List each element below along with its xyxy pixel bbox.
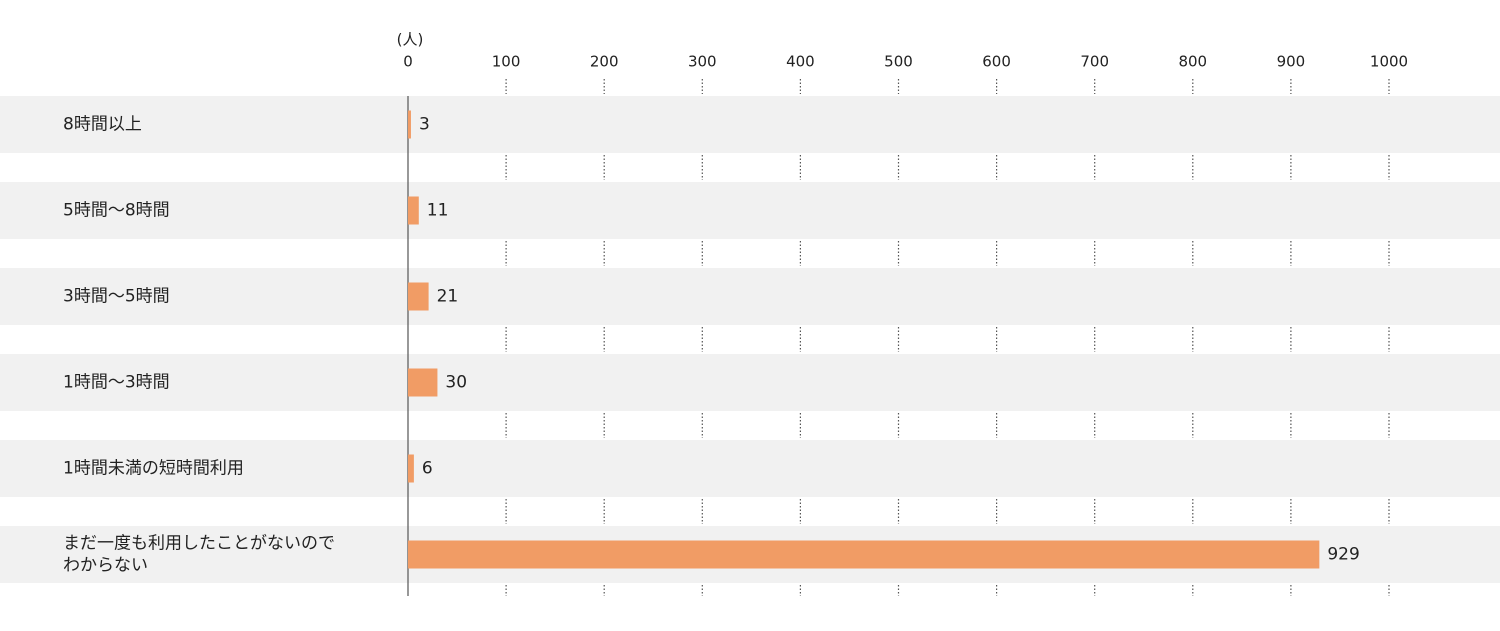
x-tick-label: 500 <box>884 53 913 71</box>
value-label: 21 <box>437 287 459 307</box>
value-label: 30 <box>445 373 467 393</box>
value-label: 3 <box>419 115 430 135</box>
bar <box>408 454 414 483</box>
category-label: 5時間〜8時間 <box>63 201 170 221</box>
bar <box>408 540 1320 569</box>
row-band <box>0 440 1500 497</box>
x-tick-label: 0 <box>403 53 413 71</box>
x-tick-label: 1000 <box>1370 53 1408 71</box>
value-label: 11 <box>427 201 449 221</box>
category-label: 3時間〜5時間 <box>63 287 170 307</box>
bar <box>408 282 429 311</box>
x-tick-label: 300 <box>688 53 717 71</box>
category-label: 1時間〜3時間 <box>63 373 170 393</box>
x-tick-label: 400 <box>786 53 815 71</box>
bar <box>408 196 419 225</box>
row-band <box>0 182 1500 239</box>
bar <box>408 368 438 397</box>
unit-label: (人) <box>397 31 424 49</box>
x-tick-label: 200 <box>590 53 619 71</box>
row-band <box>0 96 1500 153</box>
category-label: 1時間未満の短時間利用 <box>63 459 244 479</box>
value-label: 6 <box>422 459 433 479</box>
category-label: わからない <box>63 556 148 576</box>
category-label: 8時間以上 <box>63 115 142 135</box>
row-band <box>0 268 1500 325</box>
row-band <box>0 354 1500 411</box>
x-tick-label: 900 <box>1277 53 1306 71</box>
x-tick-label: 100 <box>492 53 521 71</box>
x-tick-label: 600 <box>982 53 1011 71</box>
bar <box>408 110 411 139</box>
category-label: まだ一度も利用したことがないので <box>63 534 335 554</box>
x-tick-label: 700 <box>1080 53 1109 71</box>
value-label: 929 <box>1327 545 1359 565</box>
x-tick-label: 800 <box>1178 53 1207 71</box>
